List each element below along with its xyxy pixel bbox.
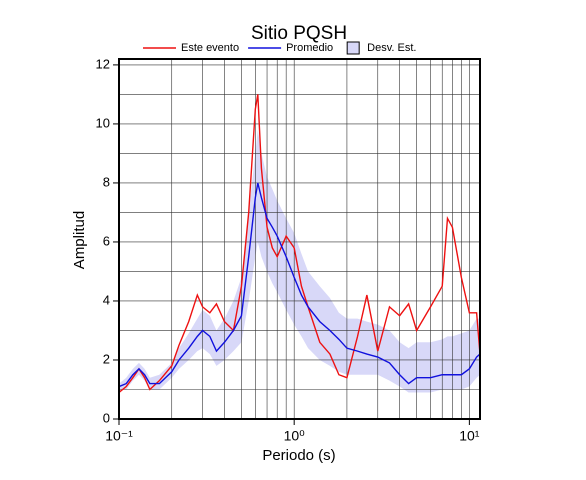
y-tick-label: 10 [96,115,110,130]
x-axis-label: Periodo (s) [262,447,335,464]
y-tick-label: 6 [103,233,110,248]
std-band [119,129,480,393]
series-line [118,182,481,388]
x-tick-label: 10¹ [459,428,480,444]
y-axis-label: Amplitud [71,211,88,269]
y-tick-label: 8 [103,174,110,189]
y-tick-label: 12 [96,56,110,71]
y-tick-label: 2 [103,351,110,366]
chart-title: Sitio PQSH [251,23,347,44]
x-tick-label: 10⁰ [284,428,306,444]
legend-label: Desv. Est. [367,42,416,54]
y-tick-label: 4 [103,292,110,307]
plot-frame [118,58,481,420]
y-tick-label: 0 [103,410,110,425]
legend-swatch [346,41,360,55]
legend-label: Promedio [286,42,333,54]
series-line [118,94,481,393]
x-tick-label: 10⁻¹ [105,428,133,444]
legend-label: Este evento [181,42,239,54]
